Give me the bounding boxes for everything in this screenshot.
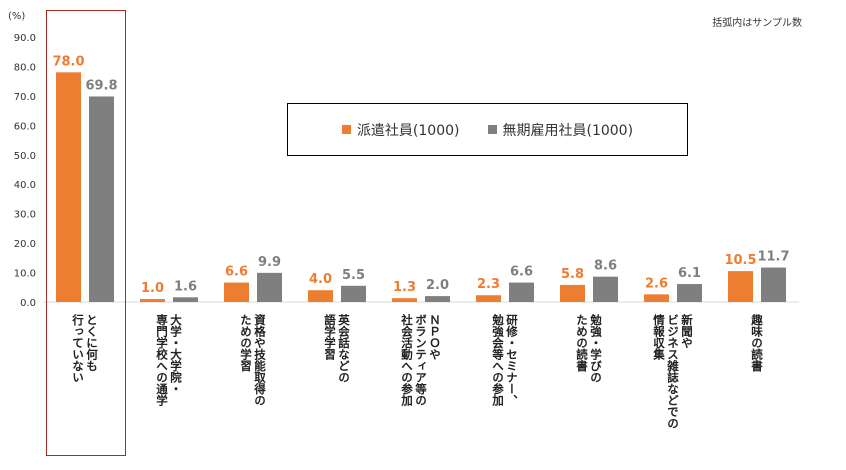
bar-series-1 <box>56 72 81 302</box>
legend-item-series-2: 無期雇用社員(1000) <box>487 120 634 140</box>
data-label-series-1: 4.0 <box>309 272 332 287</box>
data-label-series-2: 5.5 <box>342 268 365 283</box>
data-label-series-2: 69.8 <box>85 78 117 93</box>
y-tick-label: 0.0 <box>20 298 36 309</box>
data-label-series-1: 5.8 <box>561 267 584 282</box>
category-label: 勉強・学びの <box>589 313 603 383</box>
y-tick-label: 50.0 <box>14 151 36 162</box>
sample-size-note: 括弧内はサンプル数 <box>712 18 802 29</box>
category-label: 趣味の読書 <box>750 313 764 372</box>
category-label: 新聞や <box>680 313 694 348</box>
bar-series-2 <box>89 96 114 302</box>
legend-item-series-1: 派遣社員(1000) <box>341 120 460 140</box>
legend-label-series-1: 派遣社員(1000) <box>356 122 460 139</box>
bar-series-2 <box>173 297 198 302</box>
y-axis-unit-label: (%) <box>8 11 26 22</box>
data-label-series-1: 2.6 <box>645 276 668 291</box>
highlight-box <box>46 10 126 456</box>
category-label: 大学・大学院・ <box>169 313 183 394</box>
data-label-series-1: 10.5 <box>724 253 756 268</box>
data-label-series-2: 1.6 <box>174 279 197 294</box>
data-label-series-2: 9.9 <box>258 255 281 270</box>
bar-series-2 <box>257 272 282 302</box>
bar-series-1 <box>308 290 333 302</box>
category-label: 情報収集 <box>652 313 666 361</box>
y-tick-label: 60.0 <box>14 121 36 132</box>
data-label-series-1: 6.6 <box>225 265 248 280</box>
data-label-series-2: 6.1 <box>678 266 701 281</box>
category-label: 勉強会等への参加 <box>491 313 505 407</box>
bar-series-1 <box>728 271 753 302</box>
legend: 派遣社員(1000) 無期雇用社員(1000) <box>287 103 688 156</box>
data-label-series-1: 2.3 <box>477 277 500 292</box>
bar-series-1 <box>224 282 249 302</box>
legend-swatch-series-1 <box>341 125 351 134</box>
category-label: 語学学習 <box>323 313 337 361</box>
y-tick-label: 80.0 <box>14 62 36 73</box>
category-label: 研修・セミナー、 <box>505 314 519 406</box>
bar-series-1 <box>140 299 165 302</box>
y-tick-label: 30.0 <box>14 210 36 221</box>
category-label: 資格や技能取得の <box>253 313 267 406</box>
bar-series-2 <box>677 284 702 302</box>
category-label: 社会活動への参加 <box>400 313 414 407</box>
bar-series-1 <box>644 294 669 302</box>
y-tick-label: 70.0 <box>14 92 36 103</box>
category-label: ための読書 <box>575 314 589 372</box>
data-label-series-1: 1.3 <box>393 280 416 295</box>
category-label: 行っていない <box>71 313 85 383</box>
data-label-series-2: 8.6 <box>594 259 617 274</box>
bar-series-2 <box>425 296 450 302</box>
category-label: ＮＰＯや <box>428 314 442 360</box>
bar-series-1 <box>560 284 585 302</box>
category-label: 英会話などの <box>337 313 351 383</box>
data-label-series-2: 11.7 <box>757 250 789 265</box>
bar-series-1 <box>392 298 417 302</box>
data-label-series-2: 6.6 <box>510 265 533 280</box>
bar-series-1 <box>476 295 501 302</box>
data-label-series-1: 1.0 <box>141 281 164 296</box>
legend-label-series-2: 無期雇用社員(1000) <box>502 122 634 139</box>
category-label: ボランティア等の <box>414 314 428 406</box>
category-label: ビジネス雑誌などでの <box>666 314 680 429</box>
legend-swatch-series-2 <box>487 125 497 134</box>
y-tick-label: 20.0 <box>14 239 36 250</box>
bar-series-2 <box>341 285 366 302</box>
data-label-series-2: 2.0 <box>426 278 449 293</box>
bar-series-2 <box>509 282 534 302</box>
y-tick-label: 40.0 <box>14 180 36 191</box>
y-tick-label: 10.0 <box>14 269 36 280</box>
data-label-series-1: 78.0 <box>52 54 84 69</box>
y-tick-label: 90.0 <box>14 33 36 44</box>
bar-series-2 <box>761 267 786 302</box>
category-label: ための学習 <box>239 314 253 372</box>
category-label: 専門学校への通学 <box>155 313 169 407</box>
bar-series-2 <box>593 276 618 302</box>
category-label: とくに何も <box>85 314 99 372</box>
